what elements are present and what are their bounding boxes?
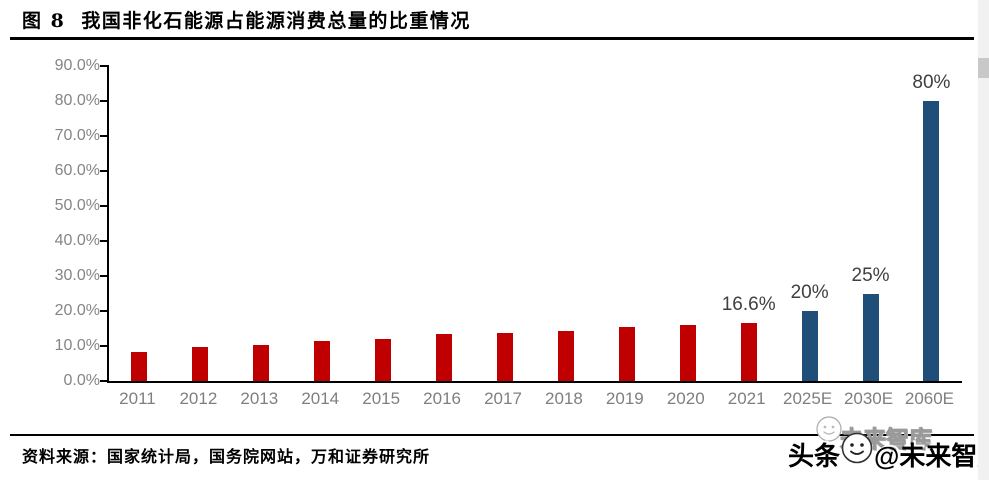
y-axis-tick-label: 50.0% bbox=[54, 197, 100, 214]
bar-cell-2019 bbox=[596, 66, 657, 381]
scrollbar-thumb[interactable] bbox=[978, 58, 989, 78]
source-note: 资料来源：国家统计局，国务院网站，万和证券研究所 bbox=[22, 447, 431, 466]
bar-2021 bbox=[740, 322, 757, 381]
x-axis-label-2017: 2017 bbox=[484, 389, 522, 408]
bar-cell-2025E: 20% bbox=[779, 66, 840, 381]
figure-number: 图 8 bbox=[22, 10, 66, 32]
bar-cell-2014 bbox=[292, 66, 353, 381]
y-axis-tick-label: 20.0% bbox=[54, 302, 100, 319]
bar-2015 bbox=[375, 338, 392, 381]
bar-2014 bbox=[314, 341, 331, 381]
bar-series: 16.6% 20% 25% 80% bbox=[109, 66, 962, 381]
y-axis-tick-label: 30.0% bbox=[54, 267, 100, 284]
y-axis-tick-label: 0.0% bbox=[63, 372, 100, 389]
toutiao-smiley-icon bbox=[841, 432, 873, 471]
bar-cell-2015 bbox=[353, 66, 414, 381]
x-axis-label-2014: 2014 bbox=[301, 389, 340, 408]
x-axis-label-2013: 2013 bbox=[240, 389, 279, 408]
y-axis-tick-mark bbox=[100, 135, 109, 137]
bar-cell-2030E: 25% bbox=[840, 66, 901, 381]
bar-cell-2013 bbox=[231, 66, 292, 381]
x-axis-label-2019: 2019 bbox=[605, 389, 644, 408]
x-axis-label-2018: 2018 bbox=[545, 389, 583, 408]
y-axis-tick-mark bbox=[100, 205, 109, 207]
toutiao-smiley-ghost-icon bbox=[816, 416, 842, 447]
data-label-2021: 16.6% bbox=[721, 293, 776, 315]
x-axis-label-2016: 2016 bbox=[423, 389, 461, 408]
watermark: 未来智库 头条 @未来智库 bbox=[788, 416, 989, 476]
x-axis-label-2020: 2020 bbox=[666, 389, 705, 408]
bar-2030E bbox=[862, 293, 879, 381]
y-axis-tick-label: 90.0% bbox=[54, 57, 100, 74]
x-axis-label-2021: 2021 bbox=[727, 389, 766, 408]
title-divider bbox=[10, 37, 974, 40]
bar-cell-2020 bbox=[657, 66, 718, 381]
scrollbar-track[interactable] bbox=[978, 0, 989, 480]
bar-cell-2016 bbox=[414, 66, 475, 381]
x-axis-labels: 2011 2012 2013 2014 2015 2016 2017 2018 2019 2020… bbox=[107, 389, 960, 409]
x-axis-label-2015: 2015 bbox=[362, 389, 401, 408]
watermark-prefix: 头条 bbox=[788, 441, 841, 471]
bar-cell-2017 bbox=[475, 66, 536, 381]
bar-2019 bbox=[618, 327, 635, 381]
bar-2013 bbox=[253, 345, 270, 381]
bar-2011 bbox=[131, 351, 148, 381]
bar-2060E bbox=[923, 101, 940, 381]
watermark-suffix: @未来智库 bbox=[874, 441, 989, 471]
y-axis-tick-label: 60.0% bbox=[54, 162, 100, 179]
plot-area: 16.6% 20% 25% 80% bbox=[100, 65, 962, 383]
y-axis-tick-mark bbox=[100, 100, 109, 102]
x-axis-label-2030E: 2030E bbox=[843, 389, 894, 408]
bar-2017 bbox=[496, 332, 513, 381]
y-axis-tick-label: 80.0% bbox=[54, 92, 100, 109]
footer-divider bbox=[10, 434, 974, 436]
data-label-2030E: 25% bbox=[851, 264, 890, 286]
data-label-2060E: 80% bbox=[912, 72, 951, 93]
bar-2025E bbox=[801, 311, 818, 381]
watermark-text: 头条 @未来智库 bbox=[788, 432, 989, 474]
y-axis-tick-mark bbox=[100, 345, 109, 347]
bar-cell-2018 bbox=[535, 66, 596, 381]
y-axis-tick-mark bbox=[100, 170, 109, 172]
x-axis-label-2025E: 2025E bbox=[783, 389, 833, 408]
x-axis-label-2060E: 2060E bbox=[904, 389, 955, 408]
y-axis-tick-mark bbox=[100, 380, 109, 382]
bar-cell-2060E: 80% bbox=[901, 66, 962, 381]
bar-cell-2011 bbox=[109, 66, 170, 381]
y-axis-tick-label: 40.0% bbox=[54, 232, 100, 249]
y-axis-tick-mark bbox=[100, 240, 109, 242]
bar-cell-2012 bbox=[170, 66, 231, 381]
figure-title-text: 我国非化石能源占能源消费总量的比重情况 bbox=[81, 10, 471, 32]
y-axis-tick-mark bbox=[100, 65, 109, 67]
y-axis-tick-mark bbox=[100, 310, 109, 312]
x-axis-label-2012: 2012 bbox=[179, 389, 218, 408]
data-label-2025E: 20% bbox=[790, 282, 829, 303]
figure-title: 图 8 我国非化石能源占能源消费总量的比重情况 bbox=[22, 6, 471, 33]
bar-2018 bbox=[557, 330, 574, 381]
y-axis-labels: 90.0% 80.0% 70.0% 60.0% 50.0% 40.0% 30.0% 20.0%… bbox=[0, 57, 100, 389]
y-axis-tick-label: 70.0% bbox=[54, 127, 100, 144]
x-axis-label-2011: 2011 bbox=[119, 389, 156, 408]
bar-2012 bbox=[192, 347, 209, 381]
y-axis-tick-mark bbox=[100, 275, 109, 277]
bar-2020 bbox=[679, 325, 696, 381]
bar-2016 bbox=[436, 334, 453, 381]
bar-cell-2021: 16.6% bbox=[718, 66, 779, 381]
y-axis-tick-label: 10.0% bbox=[54, 337, 100, 354]
